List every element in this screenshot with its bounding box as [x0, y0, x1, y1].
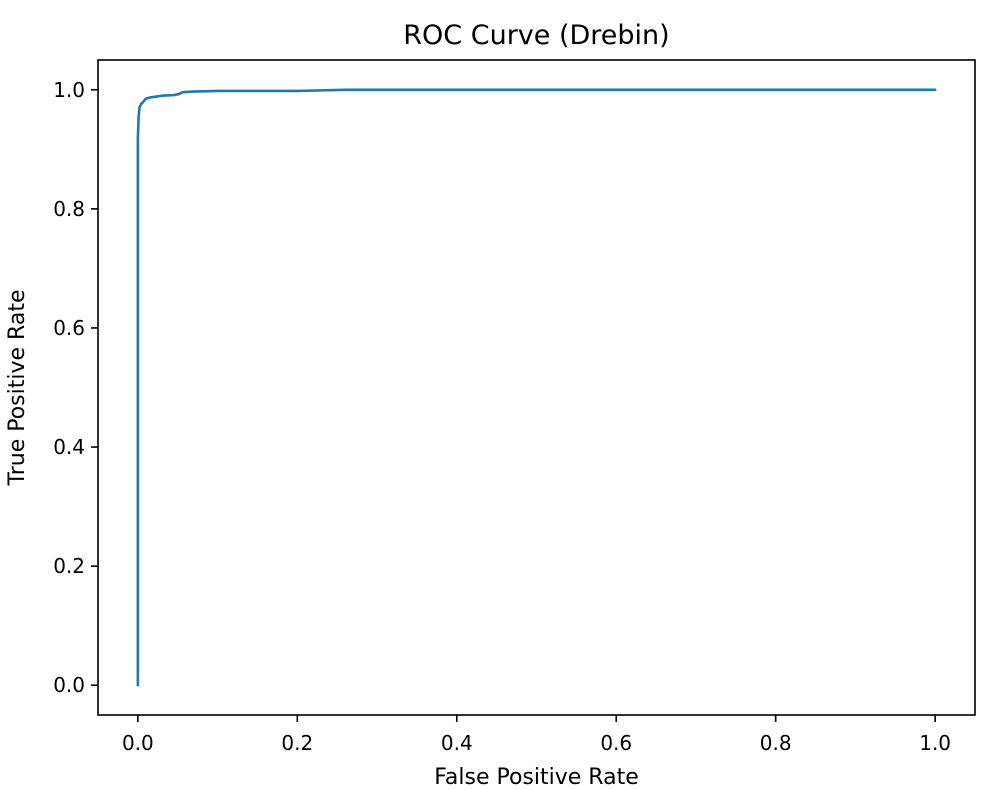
plot-area — [136, 88, 937, 687]
x-tick-label: 0.2 — [281, 731, 313, 755]
x-tick-label: 0.0 — [122, 731, 154, 755]
y-tick-label: 0.4 — [53, 435, 85, 459]
y-tick-label: 0.0 — [53, 673, 85, 697]
y-axis-label: True Positive Rate — [5, 290, 30, 487]
x-tick-label: 0.8 — [760, 731, 792, 755]
x-tick-label: 0.6 — [600, 731, 632, 755]
y-tick-label: 0.6 — [53, 316, 85, 340]
y-tick-label: 0.2 — [53, 554, 85, 578]
axes-frame — [97, 59, 976, 716]
y-axis: 0.0 0.2 0.4 0.6 0.8 1.0 — [53, 78, 98, 697]
x-axis: 0.0 0.2 0.4 0.6 0.8 1.0 — [122, 715, 951, 755]
x-axis-label: False Positive Rate — [434, 765, 638, 790]
y-tick-label: 1.0 — [53, 78, 85, 102]
chart-title: ROC Curve (Drebin) — [403, 20, 669, 51]
y-tick-label: 0.8 — [53, 197, 85, 221]
x-tick-label: 0.4 — [441, 731, 473, 755]
x-tick-label: 1.0 — [919, 731, 951, 755]
roc-curve-line — [136, 88, 937, 687]
